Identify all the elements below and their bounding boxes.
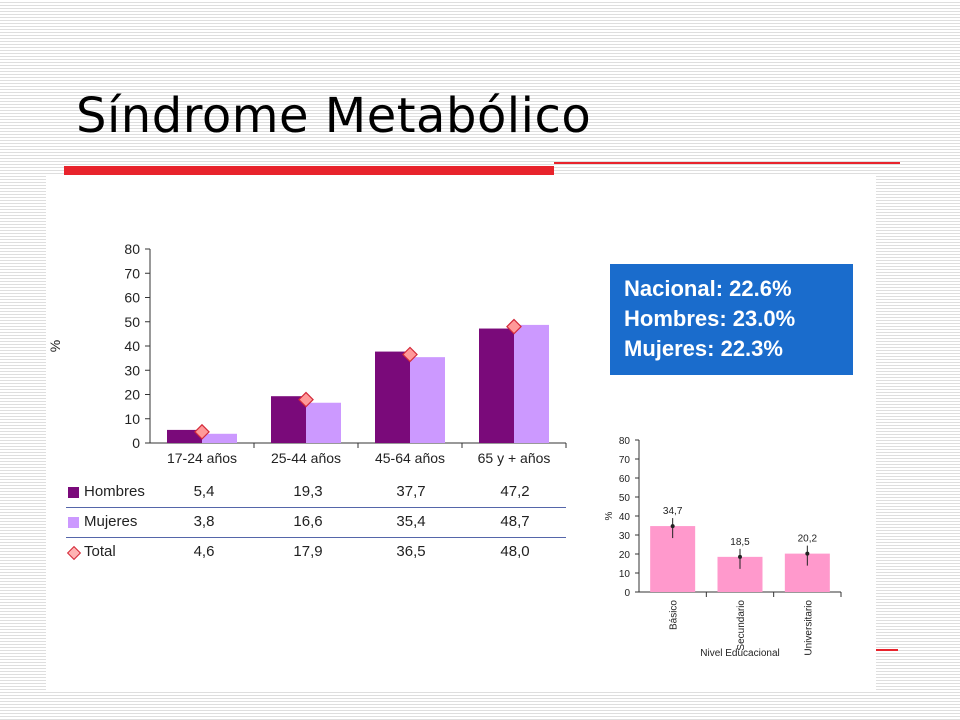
x-tick-label: 45-64 años — [375, 450, 445, 466]
y-tick-label: 0 — [132, 435, 140, 451]
legend-label-mujeres: Mujeres — [84, 513, 138, 530]
title-underline-rule — [554, 162, 900, 164]
x-tick-label: Básico — [669, 600, 680, 630]
marker-total — [194, 423, 210, 440]
marker-total — [506, 318, 522, 335]
error-bar-point — [805, 551, 810, 556]
bar-value-label: 18,5 — [730, 537, 750, 548]
y-tick-label: 10 — [124, 411, 140, 427]
summary-line-mujeres: Mujeres: 22.3% — [624, 336, 783, 361]
y-tick-label: 60 — [619, 474, 631, 485]
table-cell: 19,3 — [293, 483, 323, 500]
error-bar-point — [670, 524, 675, 529]
table-divider — [66, 537, 566, 538]
bar-mujeres — [410, 357, 445, 443]
y-tick-label: 30 — [619, 531, 631, 542]
y-tick-label: 80 — [124, 241, 140, 257]
y-tick-label: 70 — [124, 265, 140, 281]
bar-hombres — [375, 351, 410, 443]
national-summary-box: Nacional: 22.6% Hombres: 23.0% Mujeres: … — [610, 264, 853, 375]
table-cell: 35,4 — [396, 513, 426, 530]
summary-line-nacional: Nacional: 22.6% — [624, 276, 792, 301]
x-tick-label: Secundario — [736, 600, 747, 651]
table-row-total: Total 4,6 17,9 36,5 48,0 — [66, 538, 566, 568]
x-tick-label: 25-44 años — [271, 450, 341, 466]
bar-hombres — [167, 429, 202, 443]
table-row-hombres: Hombres 5,4 19,3 37,7 47,2 — [66, 478, 566, 508]
title-underline-bar — [64, 166, 554, 175]
x-tick-label: Universitario — [803, 600, 814, 656]
x-axis-label: Nivel Educacional — [700, 648, 780, 659]
y-tick-label: 50 — [124, 314, 140, 330]
error-bar-point — [738, 554, 742, 559]
table-row-mujeres: Mujeres 3,8 16,6 35,4 48,7 — [66, 508, 566, 538]
legend-swatch-total — [66, 545, 82, 561]
table-cell: 36,5 — [396, 543, 426, 560]
table-cell: 5,4 — [193, 483, 215, 500]
y-tick-label: 40 — [619, 512, 631, 523]
y-tick-label: 70 — [619, 455, 631, 466]
page-title: Síndrome Metabólico — [76, 88, 592, 144]
table-divider — [66, 507, 566, 508]
bar-hombres — [271, 396, 306, 443]
table-cell: 17,9 — [293, 543, 323, 560]
table-cell: 16,6 — [293, 513, 323, 530]
chart-panel: 0 10 20 30 40 50 60 70 80% 17-24 años 25-44 años 45… — [46, 176, 876, 690]
summary-line-hombres: Hombres: 23.0% — [624, 306, 796, 331]
legend-label-total: Total — [84, 543, 116, 560]
table-cell: 37,7 — [396, 483, 426, 500]
bar-mujeres — [306, 402, 341, 443]
table-cell: 4,6 — [193, 543, 215, 560]
marker-total — [298, 391, 314, 408]
bar-mujeres — [202, 433, 237, 443]
bar-value-label: 20,2 — [798, 534, 818, 545]
education-level-bar-chart: 0 10 20 30 40 50 60 70 80% 34,7 Básico 18,5 Secundar… — [604, 436, 842, 659]
y-tick-label: 0 — [624, 588, 630, 599]
bar-mujeres — [514, 324, 549, 443]
y-axis-label: % — [604, 511, 615, 520]
table-cell: 48,0 — [500, 543, 530, 560]
y-tick-label: 20 — [124, 387, 140, 403]
legend-swatch-hombres — [68, 487, 79, 498]
footer-red-tick — [876, 649, 898, 651]
table-cell: 3,8 — [193, 513, 215, 530]
bar-hombres — [479, 328, 514, 443]
y-tick-label: 20 — [619, 550, 631, 561]
legend-label-hombres: Hombres — [84, 483, 145, 500]
legend-swatch-mujeres — [68, 517, 79, 528]
y-tick-label: 80 — [619, 436, 631, 447]
bar-value-label: 34,7 — [663, 506, 683, 517]
age-group-bar-chart: 0 10 20 30 40 50 60 70 80% 17-24 años 25-44 años 45… — [47, 241, 567, 466]
table-cell: 48,7 — [500, 513, 530, 530]
y-tick-label: 50 — [619, 493, 631, 504]
y-tick-label: 40 — [124, 338, 140, 354]
y-tick-label: 10 — [619, 569, 631, 580]
y-tick-label: 60 — [124, 290, 140, 306]
x-tick-label: 17-24 años — [167, 450, 237, 466]
y-tick-label: 30 — [124, 362, 140, 378]
x-tick-label: 65 y + años — [478, 450, 551, 466]
table-cell: 47,2 — [500, 483, 530, 500]
marker-total — [402, 346, 418, 363]
y-axis-label: % — [47, 340, 63, 352]
